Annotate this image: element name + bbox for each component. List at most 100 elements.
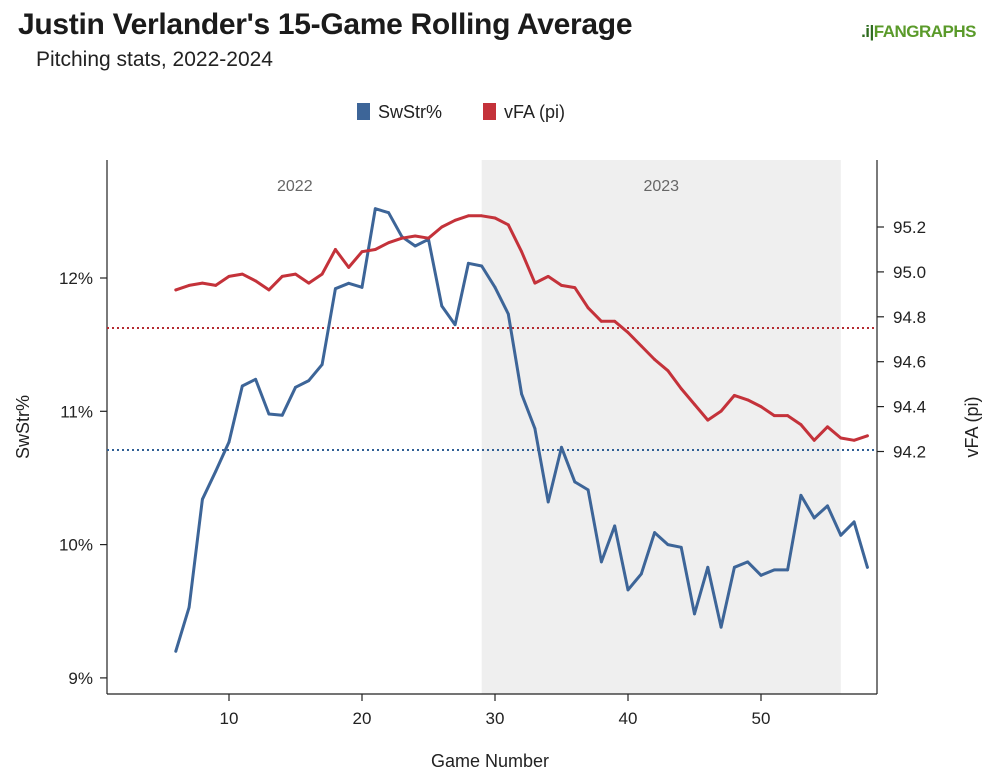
data-point-vfa [214,283,218,287]
legend-swatch [483,103,496,120]
data-point-swstr [839,533,843,537]
data-point-swstr [866,565,869,569]
data-point-vfa [254,279,257,283]
data-point-swstr [387,211,390,215]
data-point-vfa [786,414,789,417]
season-label: 2023 [643,178,679,195]
data-point-vfa [719,409,723,413]
data-point-swstr [852,520,856,524]
data-point-vfa [480,214,484,218]
data-point-swstr [480,264,484,268]
data-point-vfa [427,236,430,240]
data-point-vfa [201,281,204,285]
logo-text: FANGRAPHS [873,22,977,41]
data-point-vfa [772,414,776,417]
data-point-swstr [826,504,829,508]
data-point-swstr [373,207,377,211]
data-point-vfa [307,281,311,285]
data-point-vfa [639,344,643,348]
x-tick-label: 30 [486,709,505,728]
data-point-swstr [267,412,271,416]
data-point-swstr [307,379,311,383]
data-point-vfa [653,358,656,361]
data-point-swstr [214,469,218,473]
data-point-vfa [600,319,603,323]
data-point-vfa [839,436,843,440]
data-point-vfa [387,241,390,245]
data-point-vfa [520,250,523,254]
data-point-vfa [413,234,417,238]
data-point-vfa [506,223,510,227]
y-right-tick-label: 94.6 [893,353,926,372]
data-point-swstr [294,385,297,389]
data-point-swstr [320,363,324,367]
data-point-vfa [706,418,710,422]
data-point-vfa [453,218,457,222]
data-point-swstr [174,649,178,653]
x-tick-label: 40 [619,709,638,728]
logo-mark-icon: .i| [861,22,874,41]
data-point-swstr [334,287,337,291]
data-point-swstr [746,560,750,564]
y-left-tick-label: 10% [59,536,93,555]
data-point-swstr [626,588,630,592]
data-point-swstr [693,612,696,616]
data-point-swstr [679,545,683,549]
data-point-vfa [267,288,271,292]
data-point-vfa [733,393,736,397]
data-point-vfa [533,281,537,285]
data-point-vfa [467,214,470,218]
data-point-swstr [453,323,457,327]
data-point-swstr [467,261,470,265]
legend-swatch [357,103,370,120]
data-point-vfa [560,283,563,287]
data-point-vfa [373,248,377,251]
data-point-swstr [719,625,723,629]
data-point-vfa [852,438,856,442]
data-point-vfa [187,283,191,287]
data-point-swstr [187,605,191,609]
data-point-vfa [586,306,590,310]
data-point-vfa [400,236,404,240]
data-point-swstr [440,304,444,308]
x-tick-label: 50 [752,709,771,728]
data-point-vfa [240,272,244,276]
data-point-swstr [706,565,710,569]
data-point-vfa [826,425,829,429]
data-point-vfa [746,398,750,402]
data-point-swstr [786,568,789,572]
data-point-swstr [759,573,763,577]
y-right-tick-label: 94.8 [893,308,926,327]
data-point-vfa [320,272,324,276]
y-left-tick-label: 11% [60,402,93,421]
data-point-swstr [240,384,244,388]
data-point-vfa [812,438,816,442]
data-point-vfa [493,216,497,220]
data-point-swstr [520,392,523,396]
data-point-vfa [174,288,178,292]
chart-subtitle: Pitching stats, 2022-2024 [36,48,273,71]
x-axis-title: Game Number [431,751,549,771]
data-point-vfa [759,405,763,408]
y-left-tick-label: 9% [68,669,93,688]
data-point-vfa [546,274,550,278]
data-point-swstr [493,285,497,289]
data-point-vfa [693,402,696,406]
data-point-vfa [679,387,683,391]
data-point-vfa [666,369,670,373]
data-point-vfa [440,225,444,229]
y-right-axis-title: vFA (pi) [962,396,982,457]
data-point-swstr [254,377,257,381]
data-point-vfa [866,434,869,438]
data-point-vfa [799,423,803,426]
legend-label: vFA (pi) [504,102,565,122]
data-point-swstr [653,531,656,535]
y-right-tick-label: 95.0 [893,263,926,282]
data-point-vfa [347,266,351,269]
data-point-vfa [613,319,617,323]
fangraphs-logo: .i|FANGRAPHS [861,22,976,42]
y-right-tick-label: 94.4 [893,398,926,417]
data-point-vfa [294,272,297,276]
data-point-swstr [799,493,803,497]
